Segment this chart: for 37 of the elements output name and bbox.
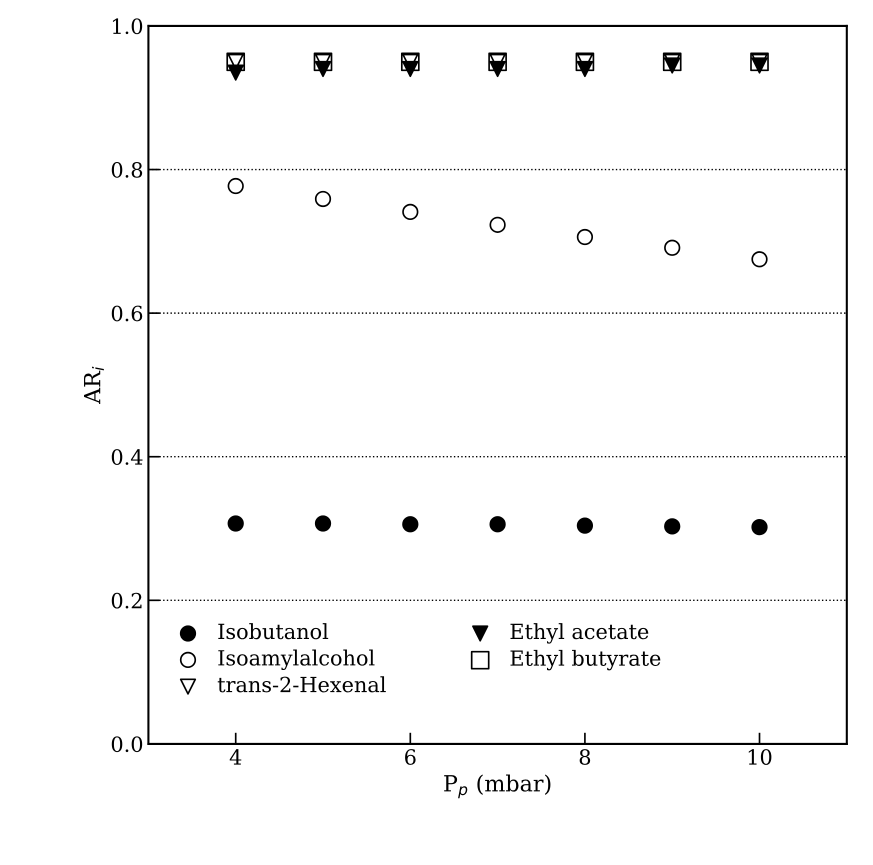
point [228,515,244,532]
y-tick-label: 0.6 [112,306,142,322]
point [576,228,594,246]
point [576,60,594,78]
point [751,518,768,536]
y-tick-label: 0.4 [112,449,142,465]
y-axis-title: AR$_{i}$ [84,366,104,404]
point [489,60,506,78]
point [751,57,768,74]
point [664,57,680,74]
legend-label: Ethyl acetate [510,623,648,644]
y-tick-label: 1.0 [112,18,142,34]
y-tick-label: 0.2 [112,592,142,609]
x-axis-title: P$_{p}$ (mbar) [444,774,550,798]
legend-label: Isobutanol [218,623,328,640]
point [489,216,506,233]
point [402,204,418,220]
x-tick-label: 4 [230,749,242,765]
point [751,251,768,268]
point [314,190,332,208]
point [664,240,680,256]
legend-label: Isoamylalcohol [218,650,375,670]
point [314,60,332,78]
y-tick-label: 0.0 [112,736,142,752]
point [489,516,506,532]
legend-label: trans-2-Hexenal [218,676,386,692]
x-tick-label: 8 [580,749,590,765]
point [576,518,594,534]
point [402,516,418,532]
x-tick-label: 10 [748,749,772,765]
point [402,60,418,78]
point [314,515,332,532]
legend-label: Ethyl butyrate [510,650,660,670]
point [664,518,680,534]
y-tick-label: 0.8 [112,162,142,178]
point [228,178,244,194]
x-tick-label: 6 [405,749,416,765]
